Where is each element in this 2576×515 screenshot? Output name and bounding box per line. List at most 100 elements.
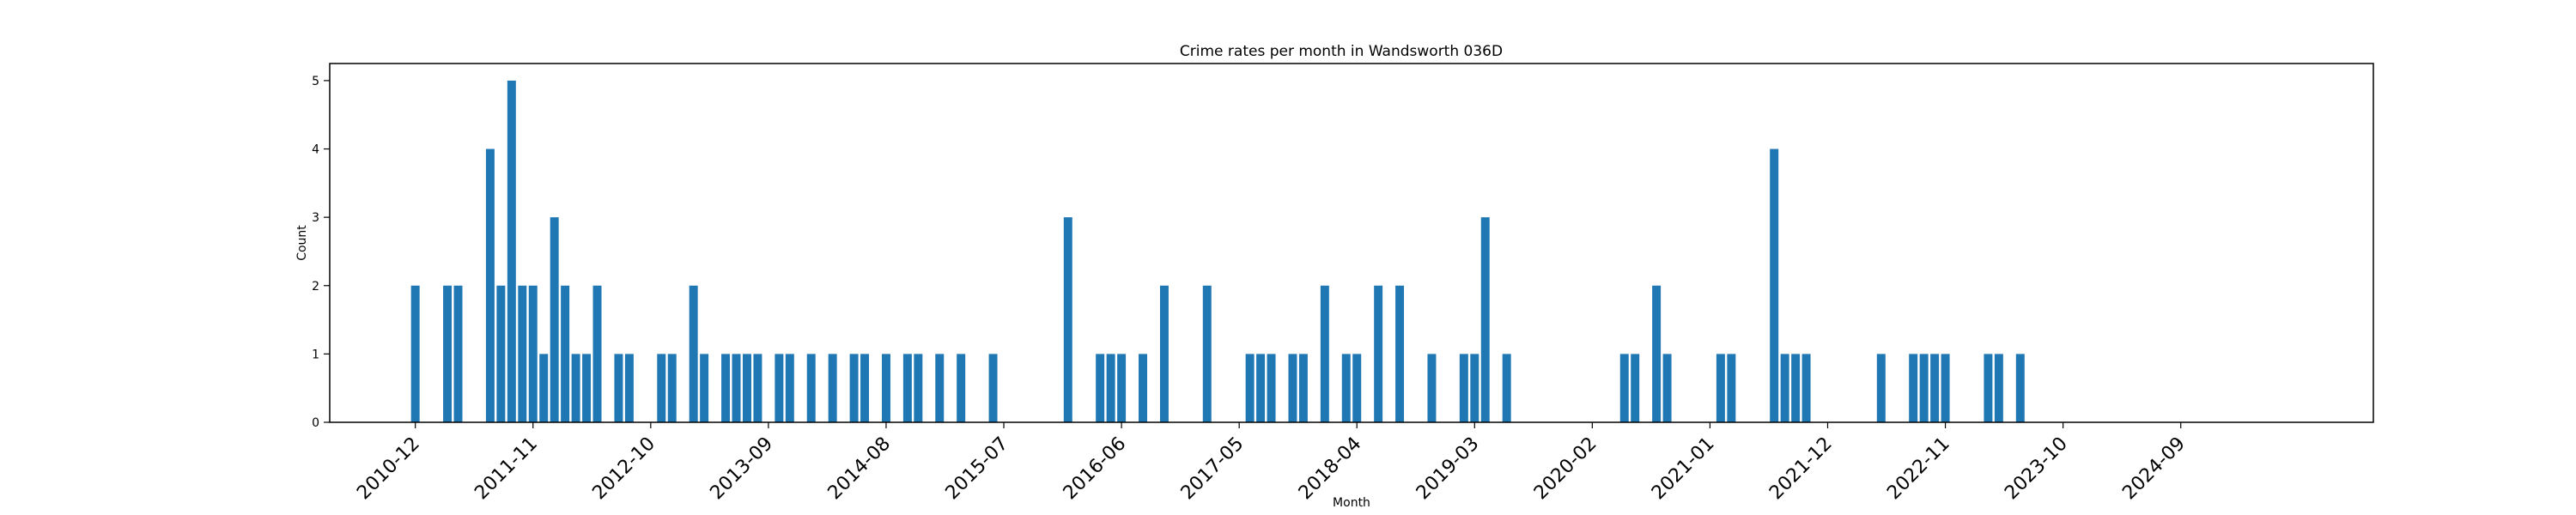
bar-2014-10	[902, 354, 912, 422]
bar-2015-06	[988, 354, 998, 422]
bar-2021-02	[1716, 354, 1725, 422]
x-tick-label: 2020-02	[1530, 433, 1601, 505]
chart-title: Crime rates per month in Wandsworth 036D	[1180, 43, 1503, 60]
bar-2016-06	[1117, 354, 1127, 422]
bar-2018-06	[1374, 285, 1383, 422]
bar-2012-01	[550, 217, 559, 422]
bar-2012-02	[561, 285, 570, 422]
bar-2017-07	[1256, 354, 1266, 422]
bar-2021-09	[1791, 354, 1801, 422]
bar-2014-03	[828, 354, 837, 422]
bar-2017-02	[1202, 285, 1212, 422]
bar-2013-07	[742, 354, 751, 422]
x-tick-label: 2024-09	[2118, 433, 2190, 505]
bar-2012-05	[592, 285, 602, 422]
x-axis-label: Month	[1333, 496, 1370, 510]
y-ticks: 0 1 2 3 4 5	[312, 75, 330, 430]
x-ticks: 2010-12 2011-11 2012-10 2013-09 2014-08 2015-…	[353, 422, 2190, 504]
x-tick-label: 2012-10	[588, 433, 659, 505]
bar-2015-01	[935, 354, 945, 422]
x-tick-label: 2015-07	[942, 433, 1013, 505]
x-tick-label: 2010-12	[353, 433, 424, 505]
bar-2013-06	[732, 354, 741, 422]
bar-2018-11	[1427, 354, 1437, 422]
bar-2023-03	[1984, 354, 1993, 422]
bar-2012-03	[571, 354, 580, 422]
bar-2012-04	[582, 354, 592, 422]
bar-2022-11	[1941, 354, 1950, 422]
bar-2019-03	[1470, 354, 1479, 422]
y-tick-label: 2	[312, 280, 319, 294]
bar-2023-04	[1994, 354, 2003, 422]
bar-2010-12	[410, 285, 420, 422]
bar-2017-11	[1298, 354, 1308, 422]
bar-2014-05	[849, 354, 859, 422]
bar-2011-07	[485, 148, 495, 422]
bar-2012-11	[657, 354, 666, 422]
y-tick-label: 5	[312, 75, 319, 88]
bar-2022-05	[1876, 354, 1886, 422]
bar-2013-03	[700, 354, 709, 422]
bar-2018-04	[1352, 354, 1362, 422]
bar-2022-09	[1919, 354, 1929, 422]
x-tick-label: 2021-12	[1765, 433, 1837, 505]
plot-frame	[329, 63, 2374, 423]
bar-2013-02	[689, 285, 698, 422]
bar-2023-06	[2015, 354, 2025, 422]
x-tick-label: 2021-01	[1648, 433, 1719, 505]
x-tick-label: 2018-04	[1295, 433, 1366, 505]
bar-2020-06	[1631, 354, 1640, 422]
bar-2014-06	[860, 354, 870, 422]
bar-2021-10	[1801, 354, 1811, 422]
bar-2017-10	[1288, 354, 1297, 422]
bar-2013-11	[785, 354, 794, 422]
bar-2021-03	[1727, 354, 1736, 422]
bar-2014-08	[881, 354, 890, 422]
bar-2013-10	[775, 354, 784, 422]
bars-group	[410, 80, 2025, 423]
bar-2020-09	[1662, 354, 1672, 422]
bar-2014-01	[806, 354, 816, 422]
bar-2011-12	[539, 354, 549, 422]
bar-2020-08	[1652, 285, 1662, 422]
bar-2019-04	[1480, 217, 1490, 422]
bar-2017-06	[1245, 354, 1255, 422]
x-tick-label: 2022-11	[1883, 433, 1954, 505]
bar-2017-08	[1267, 354, 1276, 422]
y-axis-label: Count	[295, 225, 309, 261]
bar-2011-03	[443, 285, 453, 422]
x-tick-label: 2014-08	[824, 433, 896, 505]
bar-2021-08	[1780, 354, 1789, 422]
bar-2018-08	[1395, 285, 1405, 422]
bar-2013-05	[721, 354, 731, 422]
bar-2022-08	[1909, 354, 1918, 422]
bar-2011-08	[496, 285, 506, 422]
bar-2013-08	[753, 354, 762, 422]
bar-2011-11	[528, 285, 538, 422]
bar-2011-09	[507, 80, 516, 423]
bar-2014-11	[914, 354, 923, 422]
bar-2012-08	[624, 354, 634, 422]
x-tick-label: 2011-11	[471, 433, 542, 505]
y-tick-label: 0	[312, 416, 319, 430]
bar-2019-06	[1502, 354, 1511, 422]
bar-2021-07	[1770, 148, 1779, 422]
bar-2016-10	[1159, 285, 1169, 422]
x-tick-label: 2019-03	[1413, 433, 1484, 505]
bar-2019-02	[1459, 354, 1468, 422]
y-tick-label: 1	[312, 348, 319, 361]
bar-2012-07	[614, 354, 623, 422]
bar-2020-05	[1619, 354, 1629, 422]
x-tick-label: 2016-06	[1060, 433, 1131, 505]
x-tick-label: 2023-10	[2001, 433, 2072, 505]
x-tick-label: 2017-05	[1177, 433, 1249, 505]
bar-2016-05	[1106, 354, 1115, 422]
bar-2012-12	[667, 354, 677, 422]
bar-2016-04	[1096, 354, 1105, 422]
bar-2011-04	[453, 285, 463, 422]
bar-2015-03	[957, 354, 966, 422]
bar-2018-01	[1320, 285, 1329, 422]
bar-2018-03	[1341, 354, 1351, 422]
y-tick-label: 4	[312, 143, 319, 157]
